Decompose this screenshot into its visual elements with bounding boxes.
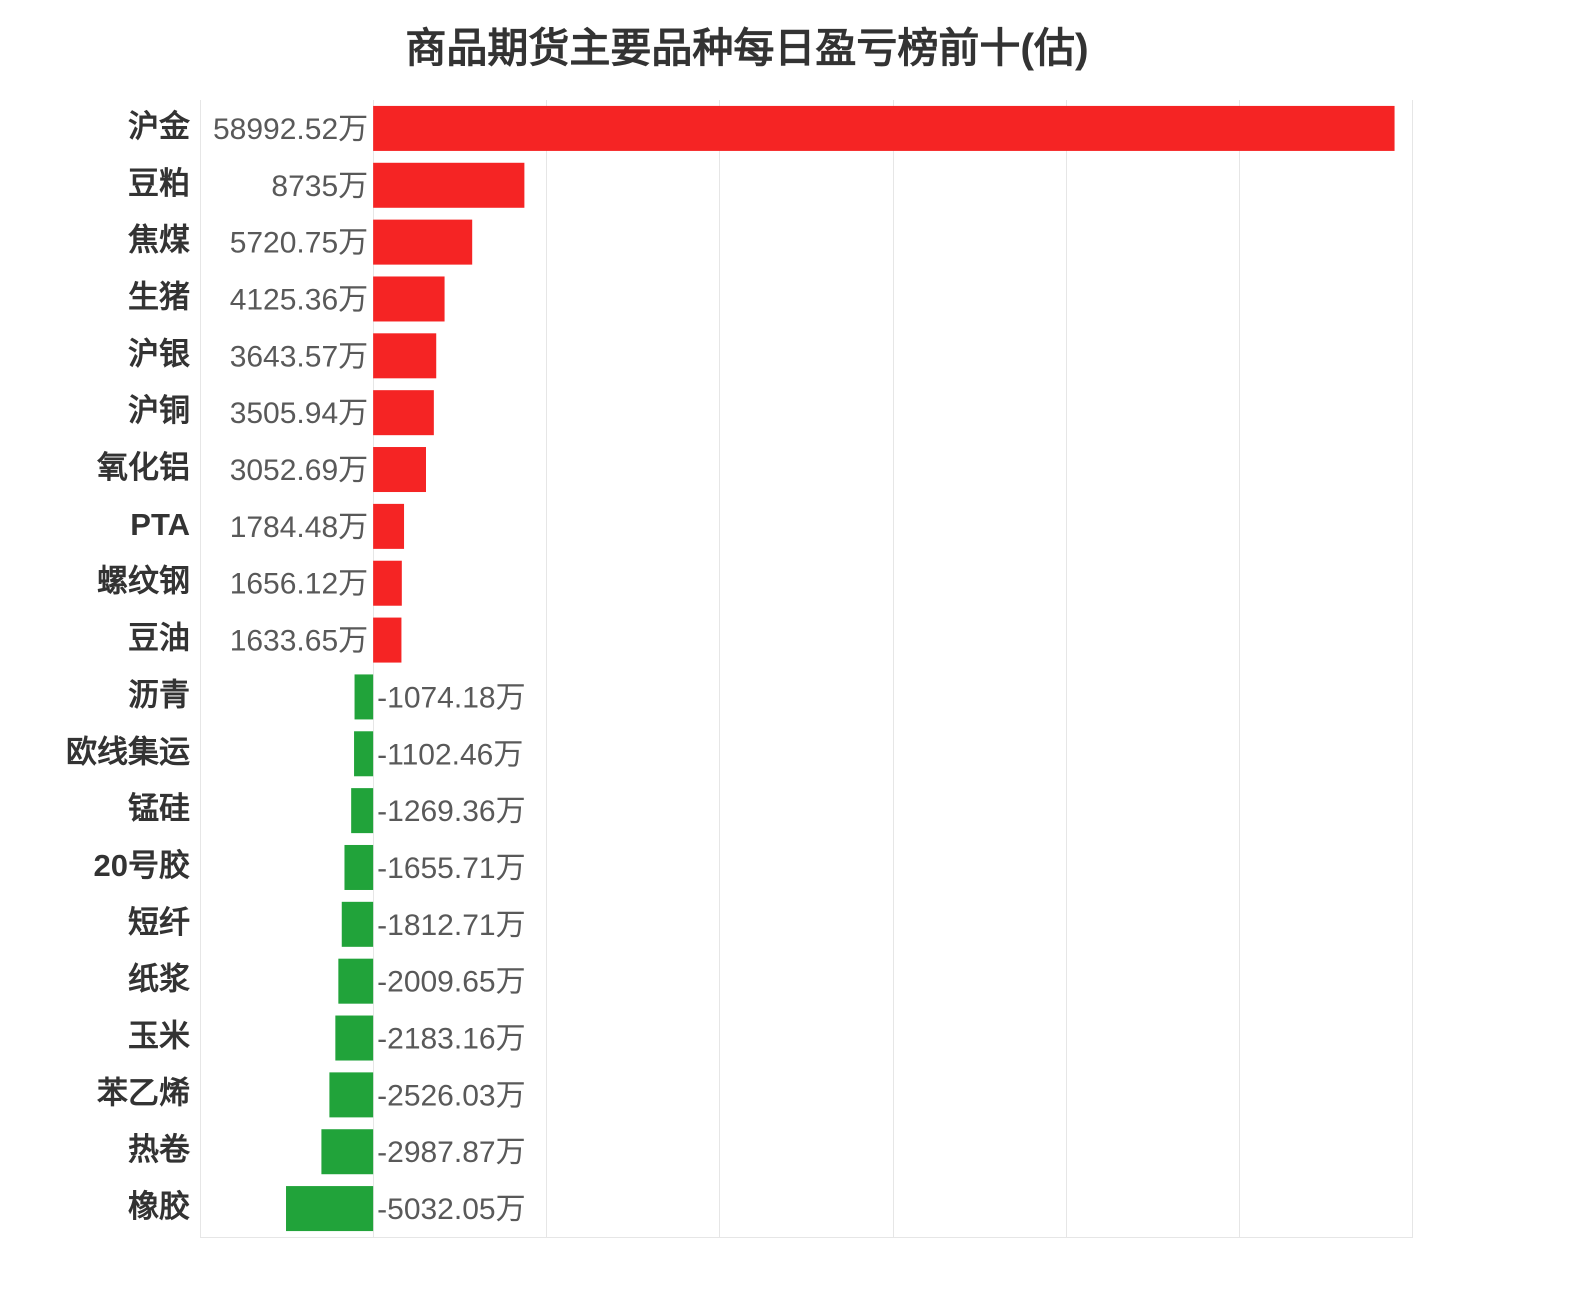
- category-label-20: 橡胶: [128, 1189, 190, 1224]
- data-label-18: -2526.03万: [377, 1079, 525, 1112]
- data-label-1: 58992.52万: [213, 113, 368, 146]
- category-label-12: 欧线集运: [66, 734, 190, 769]
- bar-17: [335, 1015, 374, 1061]
- category-label-6: 沪铜: [128, 393, 190, 428]
- category-label-17: 玉米: [128, 1019, 190, 1054]
- data-label-12: -1102.46万: [377, 738, 523, 771]
- data-label-15: -1812.71万: [377, 909, 525, 942]
- category-label-14: 20号胶: [94, 848, 190, 883]
- category-label-16: 纸浆: [128, 962, 190, 997]
- category-label-8: PTA: [130, 507, 190, 542]
- category-label-10: 豆油: [128, 621, 190, 656]
- data-label-8: 1784.48万: [230, 511, 368, 544]
- data-label-10: 1633.65万: [230, 625, 368, 658]
- category-label-18: 苯乙烯: [97, 1075, 190, 1110]
- category-label-1: 沪金: [128, 109, 191, 144]
- bar-5: [373, 333, 437, 379]
- bar-4: [373, 276, 445, 322]
- bar-9: [373, 560, 402, 606]
- bar-2: [373, 162, 525, 208]
- category-label-2: 豆粕: [128, 166, 190, 201]
- data-label-6: 3505.94万: [230, 397, 368, 430]
- category-label-7: 氧化铝: [97, 450, 190, 485]
- data-label-2: 8735万: [271, 170, 368, 203]
- category-label-9: 螺纹钢: [97, 564, 190, 599]
- category-label-3: 焦煤: [128, 223, 190, 258]
- bar-3: [373, 219, 473, 265]
- bar-7: [373, 447, 426, 493]
- bar-8: [373, 503, 405, 549]
- data-label-5: 3643.57万: [230, 340, 368, 373]
- bar-19: [321, 1129, 374, 1175]
- bar-20: [286, 1186, 374, 1232]
- category-label-11: 沥青: [128, 677, 190, 712]
- data-label-20: -5032.05万: [377, 1193, 525, 1226]
- chart-title: 商品期货主要品种每日盈亏榜前十(估): [405, 25, 1089, 71]
- data-label-4: 4125.36万: [230, 283, 368, 316]
- data-label-13: -1269.36万: [377, 795, 525, 828]
- data-label-11: -1074.18万: [377, 681, 525, 714]
- bar-18: [329, 1072, 374, 1118]
- category-label-19: 热卷: [128, 1132, 191, 1167]
- data-label-7: 3052.69万: [230, 454, 368, 487]
- data-label-9: 1656.12万: [230, 568, 368, 601]
- bar-6: [373, 390, 434, 436]
- bar-13: [351, 788, 374, 834]
- data-label-3: 5720.75万: [230, 227, 368, 260]
- bar-15: [341, 901, 374, 947]
- data-label-17: -2183.16万: [377, 1023, 525, 1056]
- bar-14: [344, 844, 374, 890]
- bar-10: [373, 617, 402, 663]
- bar-1: [373, 105, 1395, 151]
- data-label-16: -2009.65万: [377, 966, 525, 999]
- bar-11: [354, 674, 374, 720]
- bar-16: [338, 958, 374, 1004]
- category-label-13: 锰硅: [128, 791, 190, 826]
- category-label-5: 沪银: [128, 336, 190, 371]
- data-label-14: -1655.71万: [377, 852, 525, 885]
- category-label-4: 生猪: [128, 279, 190, 314]
- data-label-19: -2987.87万: [377, 1136, 525, 1169]
- bar-12: [354, 731, 374, 777]
- category-label-15: 短纤: [128, 905, 190, 940]
